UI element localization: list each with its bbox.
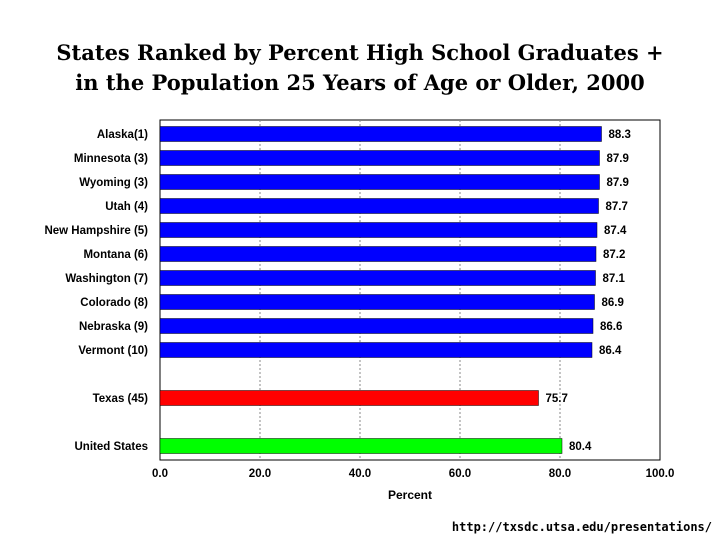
category-label: Washington (7) bbox=[65, 273, 148, 285]
x-tick-label: 100.0 bbox=[646, 468, 675, 480]
category-label: Utah (4) bbox=[105, 201, 148, 213]
bar bbox=[159, 390, 539, 406]
value-label: 87.2 bbox=[603, 249, 625, 261]
value-label: 87.4 bbox=[604, 225, 627, 237]
bar bbox=[159, 342, 593, 358]
bar bbox=[159, 270, 596, 286]
bar bbox=[159, 294, 595, 310]
bar bbox=[159, 222, 598, 238]
category-label: Alaska(1) bbox=[97, 129, 148, 141]
bar bbox=[159, 150, 600, 166]
value-label: 87.7 bbox=[606, 201, 628, 213]
category-label: Minnesota (3) bbox=[74, 153, 148, 165]
category-label: Colorado (8) bbox=[80, 297, 148, 309]
x-tick-label: 0.0 bbox=[152, 468, 168, 480]
value-label: 87.9 bbox=[607, 153, 629, 165]
category-label: Wyoming (3) bbox=[79, 177, 148, 189]
bar bbox=[159, 174, 600, 190]
category-label: Montana (6) bbox=[83, 249, 148, 261]
value-label: 86.4 bbox=[599, 345, 622, 357]
x-tick-label: 80.0 bbox=[549, 468, 571, 480]
value-label: 87.1 bbox=[603, 273, 626, 285]
category-label: Vermont (10) bbox=[78, 345, 148, 357]
category-labels: Alaska(1) Minnesota (3) Wyoming (3) Utah (4… bbox=[44, 129, 148, 453]
category-label: United States bbox=[75, 441, 149, 453]
bar bbox=[159, 438, 563, 454]
value-labels: 88.3 87.9 87.9 87.7 87.4 87.2 87.1 86.9 86.6 86.4… bbox=[546, 129, 631, 453]
value-label: 75.7 bbox=[546, 393, 568, 405]
source-url: http://txsdc.utsa.edu/presentations/ bbox=[451, 520, 712, 534]
x-tick-label: 20.0 bbox=[249, 468, 271, 480]
bar bbox=[159, 126, 602, 142]
chart-title-line1: States Ranked by Percent High School Gra… bbox=[56, 40, 664, 65]
value-label: 87.9 bbox=[607, 177, 629, 189]
bar bbox=[159, 246, 597, 262]
value-label: 86.6 bbox=[600, 321, 622, 333]
bar bbox=[159, 318, 594, 334]
chart-title-line2: in the Population 25 Years of Age or Old… bbox=[75, 70, 645, 95]
value-label: 86.9 bbox=[602, 297, 624, 309]
x-tick-label: 40.0 bbox=[349, 468, 371, 480]
category-label: Texas (45) bbox=[93, 393, 149, 405]
x-axis-label: Percent bbox=[388, 488, 432, 502]
x-tick-label: 60.0 bbox=[449, 468, 471, 480]
value-label: 80.4 bbox=[569, 441, 592, 453]
category-label: Nebraska (9) bbox=[79, 321, 148, 333]
category-label: New Hampshire (5) bbox=[44, 225, 148, 237]
x-tick-labels: 0.0 20.0 40.0 60.0 80.0 100.0 bbox=[152, 468, 674, 480]
plot-area bbox=[159, 119, 661, 461]
chart-title: States Ranked by Percent High School Gra… bbox=[0, 38, 720, 98]
value-label: 88.3 bbox=[609, 129, 631, 141]
bar bbox=[159, 198, 599, 214]
bars bbox=[159, 126, 602, 454]
